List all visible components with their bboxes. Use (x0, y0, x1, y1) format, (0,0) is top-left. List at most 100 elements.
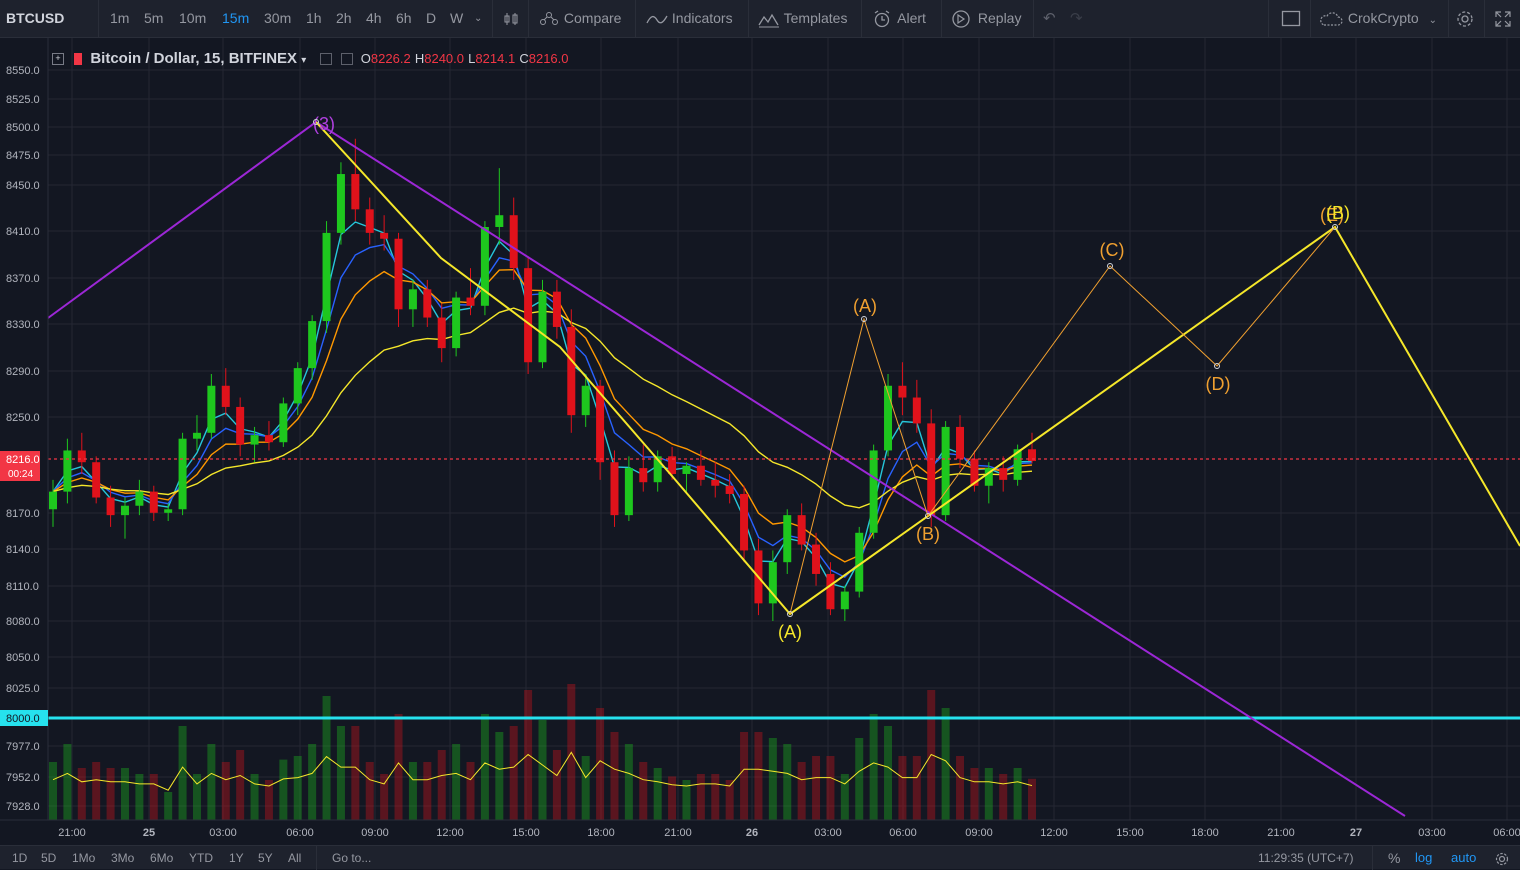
range-5D[interactable]: 5D (41, 851, 57, 865)
time-tick-label: 03:00 (1418, 827, 1446, 839)
indicators-button[interactable]: Indicators (646, 0, 733, 37)
range-1Y[interactable]: 1Y (229, 851, 244, 865)
flag-icon[interactable] (74, 53, 83, 66)
range-All[interactable]: All (288, 851, 302, 865)
volume-bar (149, 774, 158, 820)
wave-anchor-point (1332, 224, 1338, 230)
price-tick-label: 8110.0 (6, 581, 39, 593)
candle-body (1028, 449, 1036, 462)
low-value: 8214.1 (475, 51, 516, 66)
toolbar-divider (861, 0, 862, 37)
caret-down-icon[interactable]: ▾ (301, 55, 307, 66)
interval-6h[interactable]: 6h (396, 10, 412, 26)
toolbar-divider (1484, 0, 1485, 37)
time-tick-label: 15:00 (1116, 827, 1144, 839)
candle-body (308, 321, 317, 369)
symbol-search[interactable]: BTCUSD (6, 10, 65, 26)
chevron-down-icon: ⌄ (1428, 15, 1437, 26)
volume-bar (308, 744, 317, 820)
time-tick-label: 26 (746, 827, 758, 839)
volume-bar (869, 714, 878, 820)
volume-bar (898, 756, 907, 820)
price-chart[interactable]: (3)(A)(A)(B)(C)(D)(E)(B) 8550.08525.0850… (0, 38, 1520, 845)
range-3Mo[interactable]: 3Mo (111, 851, 135, 865)
high-label: H (414, 51, 425, 66)
candle-body (336, 174, 345, 233)
chevron-down-icon[interactable]: ⌄ (474, 13, 483, 24)
range-6Mo[interactable]: 6Mo (150, 851, 174, 865)
price-tick-label: 8140.0 (6, 544, 40, 556)
alert-button[interactable]: Alert (872, 0, 926, 37)
wave-anchor-point (1214, 363, 1220, 369)
interval-W[interactable]: W (450, 10, 464, 26)
replay-icon (952, 10, 970, 28)
undo-icon[interactable]: ↶ (1043, 10, 1056, 27)
time-tick-label: 03:00 (209, 827, 237, 839)
series-title[interactable]: Bitcoin / Dollar, 15, BITFINEX (90, 50, 298, 67)
collapse-legend-icon[interactable]: + (52, 53, 64, 66)
volume-bar (1028, 778, 1036, 820)
settings-button[interactable] (1455, 0, 1475, 37)
time-tick-label: 12:00 (1040, 827, 1068, 839)
alert-label: Alert (897, 10, 926, 26)
range-YTD[interactable]: YTD (189, 851, 213, 865)
time-tick-label: 25 (143, 827, 155, 839)
candle-body (495, 215, 504, 227)
templates-button[interactable]: Templates (758, 0, 847, 37)
volume-bar (812, 756, 821, 820)
candle-body (236, 406, 245, 445)
cloud-layout-button[interactable]: CrokCrypto ⌄ (1318, 0, 1437, 37)
range-5Y[interactable]: 5Y (258, 851, 273, 865)
redo-icon[interactable]: ↷ (1070, 10, 1083, 27)
percent-toggle[interactable]: % (1388, 850, 1401, 866)
compare-button[interactable]: Compare (538, 0, 621, 37)
price-axis-bg (0, 38, 48, 820)
candle-body (423, 289, 432, 318)
interval-1h[interactable]: 1h (306, 10, 322, 26)
log-toggle[interactable]: log (1415, 850, 1433, 865)
price-tick-label: 7952.0 (6, 772, 40, 784)
auto-toggle[interactable]: auto (1451, 850, 1477, 865)
candle-body (797, 515, 806, 545)
volume-bar (408, 762, 417, 820)
series-legend: + Bitcoin / Dollar, 15, BITFINEX ▾ O8226… (52, 48, 569, 70)
volume-bar (250, 774, 259, 820)
time-tick-label: 09:00 (361, 827, 389, 839)
interval-D[interactable]: D (426, 10, 437, 26)
goto-date-button[interactable]: Go to... (332, 851, 372, 865)
volume-bar (884, 726, 893, 820)
candle-body (624, 468, 633, 516)
interval-4h[interactable]: 4h (366, 10, 382, 26)
eye-icon[interactable] (320, 53, 333, 66)
interval-10m[interactable]: 10m (179, 10, 207, 26)
volume-bar (783, 744, 792, 820)
volume-bar (639, 762, 648, 820)
chart-settings-button[interactable] (1494, 846, 1510, 870)
candle-body (322, 232, 331, 322)
replay-button[interactable]: Replay (950, 0, 1021, 37)
time-tick-label: 09:00 (965, 827, 993, 839)
wave-drawings[interactable] (47, 120, 1520, 817)
range-1D[interactable]: 1D (12, 851, 28, 865)
candle-body (668, 456, 677, 474)
interval-1m[interactable]: 1m (110, 10, 130, 26)
maximize-button[interactable] (1494, 0, 1512, 37)
indicators-label: Indicators (671, 10, 733, 26)
price-tick-label: 8290.0 (6, 366, 40, 378)
interval-30m[interactable]: 30m (264, 10, 292, 26)
interval-2h[interactable]: 2h (336, 10, 352, 26)
wave-label: (A) (853, 296, 877, 316)
wave-label: (D) (1206, 374, 1231, 394)
candle-body (394, 238, 403, 310)
volume-bar (423, 762, 432, 820)
settings-small-icon[interactable] (340, 53, 353, 66)
fullscreen-toggle-button[interactable] (1281, 0, 1301, 37)
interval-5m[interactable]: 5m (144, 10, 164, 26)
range-1Mo[interactable]: 1Mo (72, 851, 96, 865)
templates-icon (758, 14, 779, 28)
chart-style-button[interactable] (502, 0, 520, 37)
candle-body (120, 505, 129, 516)
volume-bar (624, 744, 633, 820)
interval-15m[interactable]: 15m (222, 10, 250, 26)
candle-body (768, 562, 777, 604)
